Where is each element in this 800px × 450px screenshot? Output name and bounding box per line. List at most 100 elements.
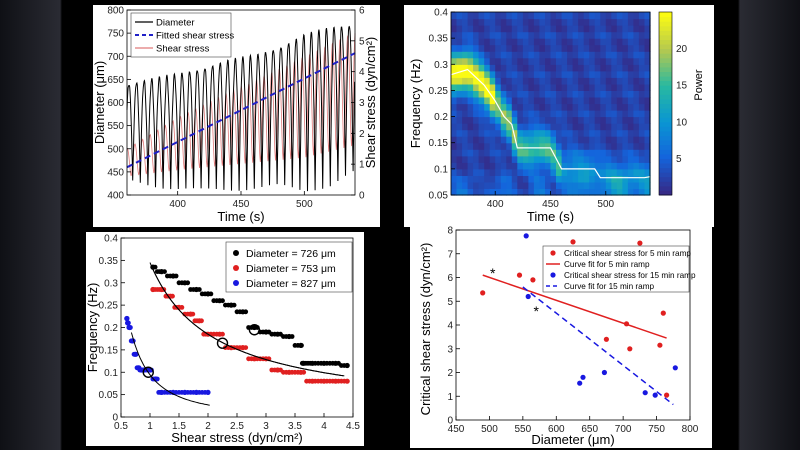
heatmap-cell	[550, 123, 557, 131]
tl-right-ytick-label: 3	[359, 98, 365, 109]
heatmap-cell	[517, 162, 524, 170]
heatmap-cell	[495, 83, 502, 91]
heatmap-cell	[473, 155, 480, 163]
heatmap-cell	[489, 97, 496, 105]
heatmap-cell	[556, 97, 563, 105]
heatmap-cell	[567, 64, 574, 72]
heatmap-cell	[467, 77, 474, 85]
heatmap-cell	[556, 142, 563, 150]
legend-box	[542, 245, 690, 293]
heatmap-cell	[578, 38, 585, 46]
heatmap-cell	[556, 44, 563, 52]
heatmap-cell	[500, 44, 507, 52]
heatmap-cell	[539, 110, 546, 118]
heatmap-cell	[627, 70, 634, 78]
colorbar-segment	[659, 80, 672, 86]
x-axis-label: Time (s)	[217, 209, 264, 224]
heatmap-cell	[550, 175, 557, 183]
data-point	[208, 291, 214, 297]
heatmap-cell	[638, 70, 645, 78]
heatmap-cell	[545, 149, 552, 157]
heatmap-cell	[572, 110, 579, 118]
data-point	[124, 316, 130, 321]
heatmap-cell	[622, 116, 629, 124]
heatmap-cell	[462, 97, 469, 105]
heatmap-cell	[451, 110, 458, 118]
heatmap-cell	[583, 44, 590, 52]
legend-swatch	[233, 280, 239, 286]
heatmap-cell	[605, 12, 612, 20]
heatmap-cell	[478, 51, 485, 59]
heatmap-cell	[616, 168, 623, 176]
heatmap-cell	[473, 70, 480, 78]
heatmap-cell	[594, 116, 601, 124]
heatmap-cell	[622, 103, 629, 111]
heatmap-cell	[506, 12, 513, 20]
heatmap-cell	[539, 136, 546, 144]
heatmap-cell	[484, 129, 491, 137]
heatmap-cell	[489, 110, 496, 118]
heatmap-cell	[622, 162, 629, 170]
bl-ytick-label: 0.4	[104, 234, 118, 245]
tl-ytick-label: 450	[107, 167, 124, 178]
heatmap-cell	[594, 31, 601, 39]
heatmap-cell	[456, 103, 463, 111]
heatmap-cell	[467, 51, 474, 59]
heatmap-cell	[522, 149, 529, 157]
heatmap-cell	[567, 18, 574, 26]
colorbar-segment	[659, 89, 672, 95]
heatmap-cell	[539, 83, 546, 91]
heatmap-cell	[572, 25, 579, 33]
colorbar-segment	[659, 172, 672, 178]
panel-wavelet-power: 400 450 500 0.05 0.1 0.15 0.2 0.25 0.3 0.35 0.4 Tim…	[404, 5, 714, 227]
heatmap-cell	[578, 25, 585, 33]
heatmap-cell	[572, 181, 579, 189]
legend-entry-label: Curve fit for 15 min ramp	[564, 282, 655, 291]
heatmap-cell	[638, 149, 645, 157]
bl-ytick-label: 0.2	[104, 323, 118, 334]
heatmap-cell	[550, 90, 557, 98]
heatmap-cell	[522, 188, 529, 196]
heatmap-cell	[633, 51, 640, 59]
bl-xtick-label: 3.5	[288, 421, 302, 432]
heatmap-cell	[522, 110, 529, 118]
heatmap-cell	[633, 142, 640, 150]
heatmap-cell	[545, 38, 552, 46]
heatmap-cell	[561, 70, 568, 78]
heatmap-cell	[611, 168, 618, 176]
heatmap-cell	[583, 162, 590, 170]
panel-diameter-timeseries: 400 450 500 400 450 500 550 600 650 700 750 800 0 1 2 3…	[93, 5, 380, 227]
heatmap-cell	[451, 77, 458, 85]
heatmap-cell	[550, 18, 557, 26]
heatmap-cell	[539, 103, 546, 111]
heatmap-cell	[528, 175, 535, 183]
heatmap-cell	[550, 51, 557, 59]
heatmap-cell	[616, 162, 623, 170]
heatmap-cell	[511, 155, 518, 163]
data-point	[231, 302, 237, 308]
data-point	[657, 342, 663, 348]
br-xtick-label: 800	[682, 424, 699, 435]
tl-right-ytick-label: 4	[359, 67, 365, 78]
heatmap-cell	[627, 44, 634, 52]
heatmap-cell	[467, 110, 474, 118]
heatmap-cell	[484, 18, 491, 26]
heatmap-cell	[644, 83, 651, 91]
heatmap-cell	[644, 18, 651, 26]
heatmap-cell	[462, 64, 469, 72]
heatmap-cell	[539, 12, 546, 20]
heatmap-cell	[644, 64, 651, 72]
heatmap-cell	[644, 103, 651, 111]
heatmap-cell	[500, 90, 507, 98]
heatmap-cell	[511, 129, 518, 137]
fit-curve	[152, 268, 345, 377]
heatmap-cell	[500, 77, 507, 85]
heatmap-cell	[572, 83, 579, 91]
heatmap-cell	[556, 123, 563, 131]
heatmap-cell	[528, 103, 535, 111]
heatmap-cell	[467, 123, 474, 131]
heatmap-cell	[633, 136, 640, 144]
heatmap-cell	[528, 142, 535, 150]
data-point	[570, 239, 576, 245]
heatmap-cell	[589, 188, 596, 196]
